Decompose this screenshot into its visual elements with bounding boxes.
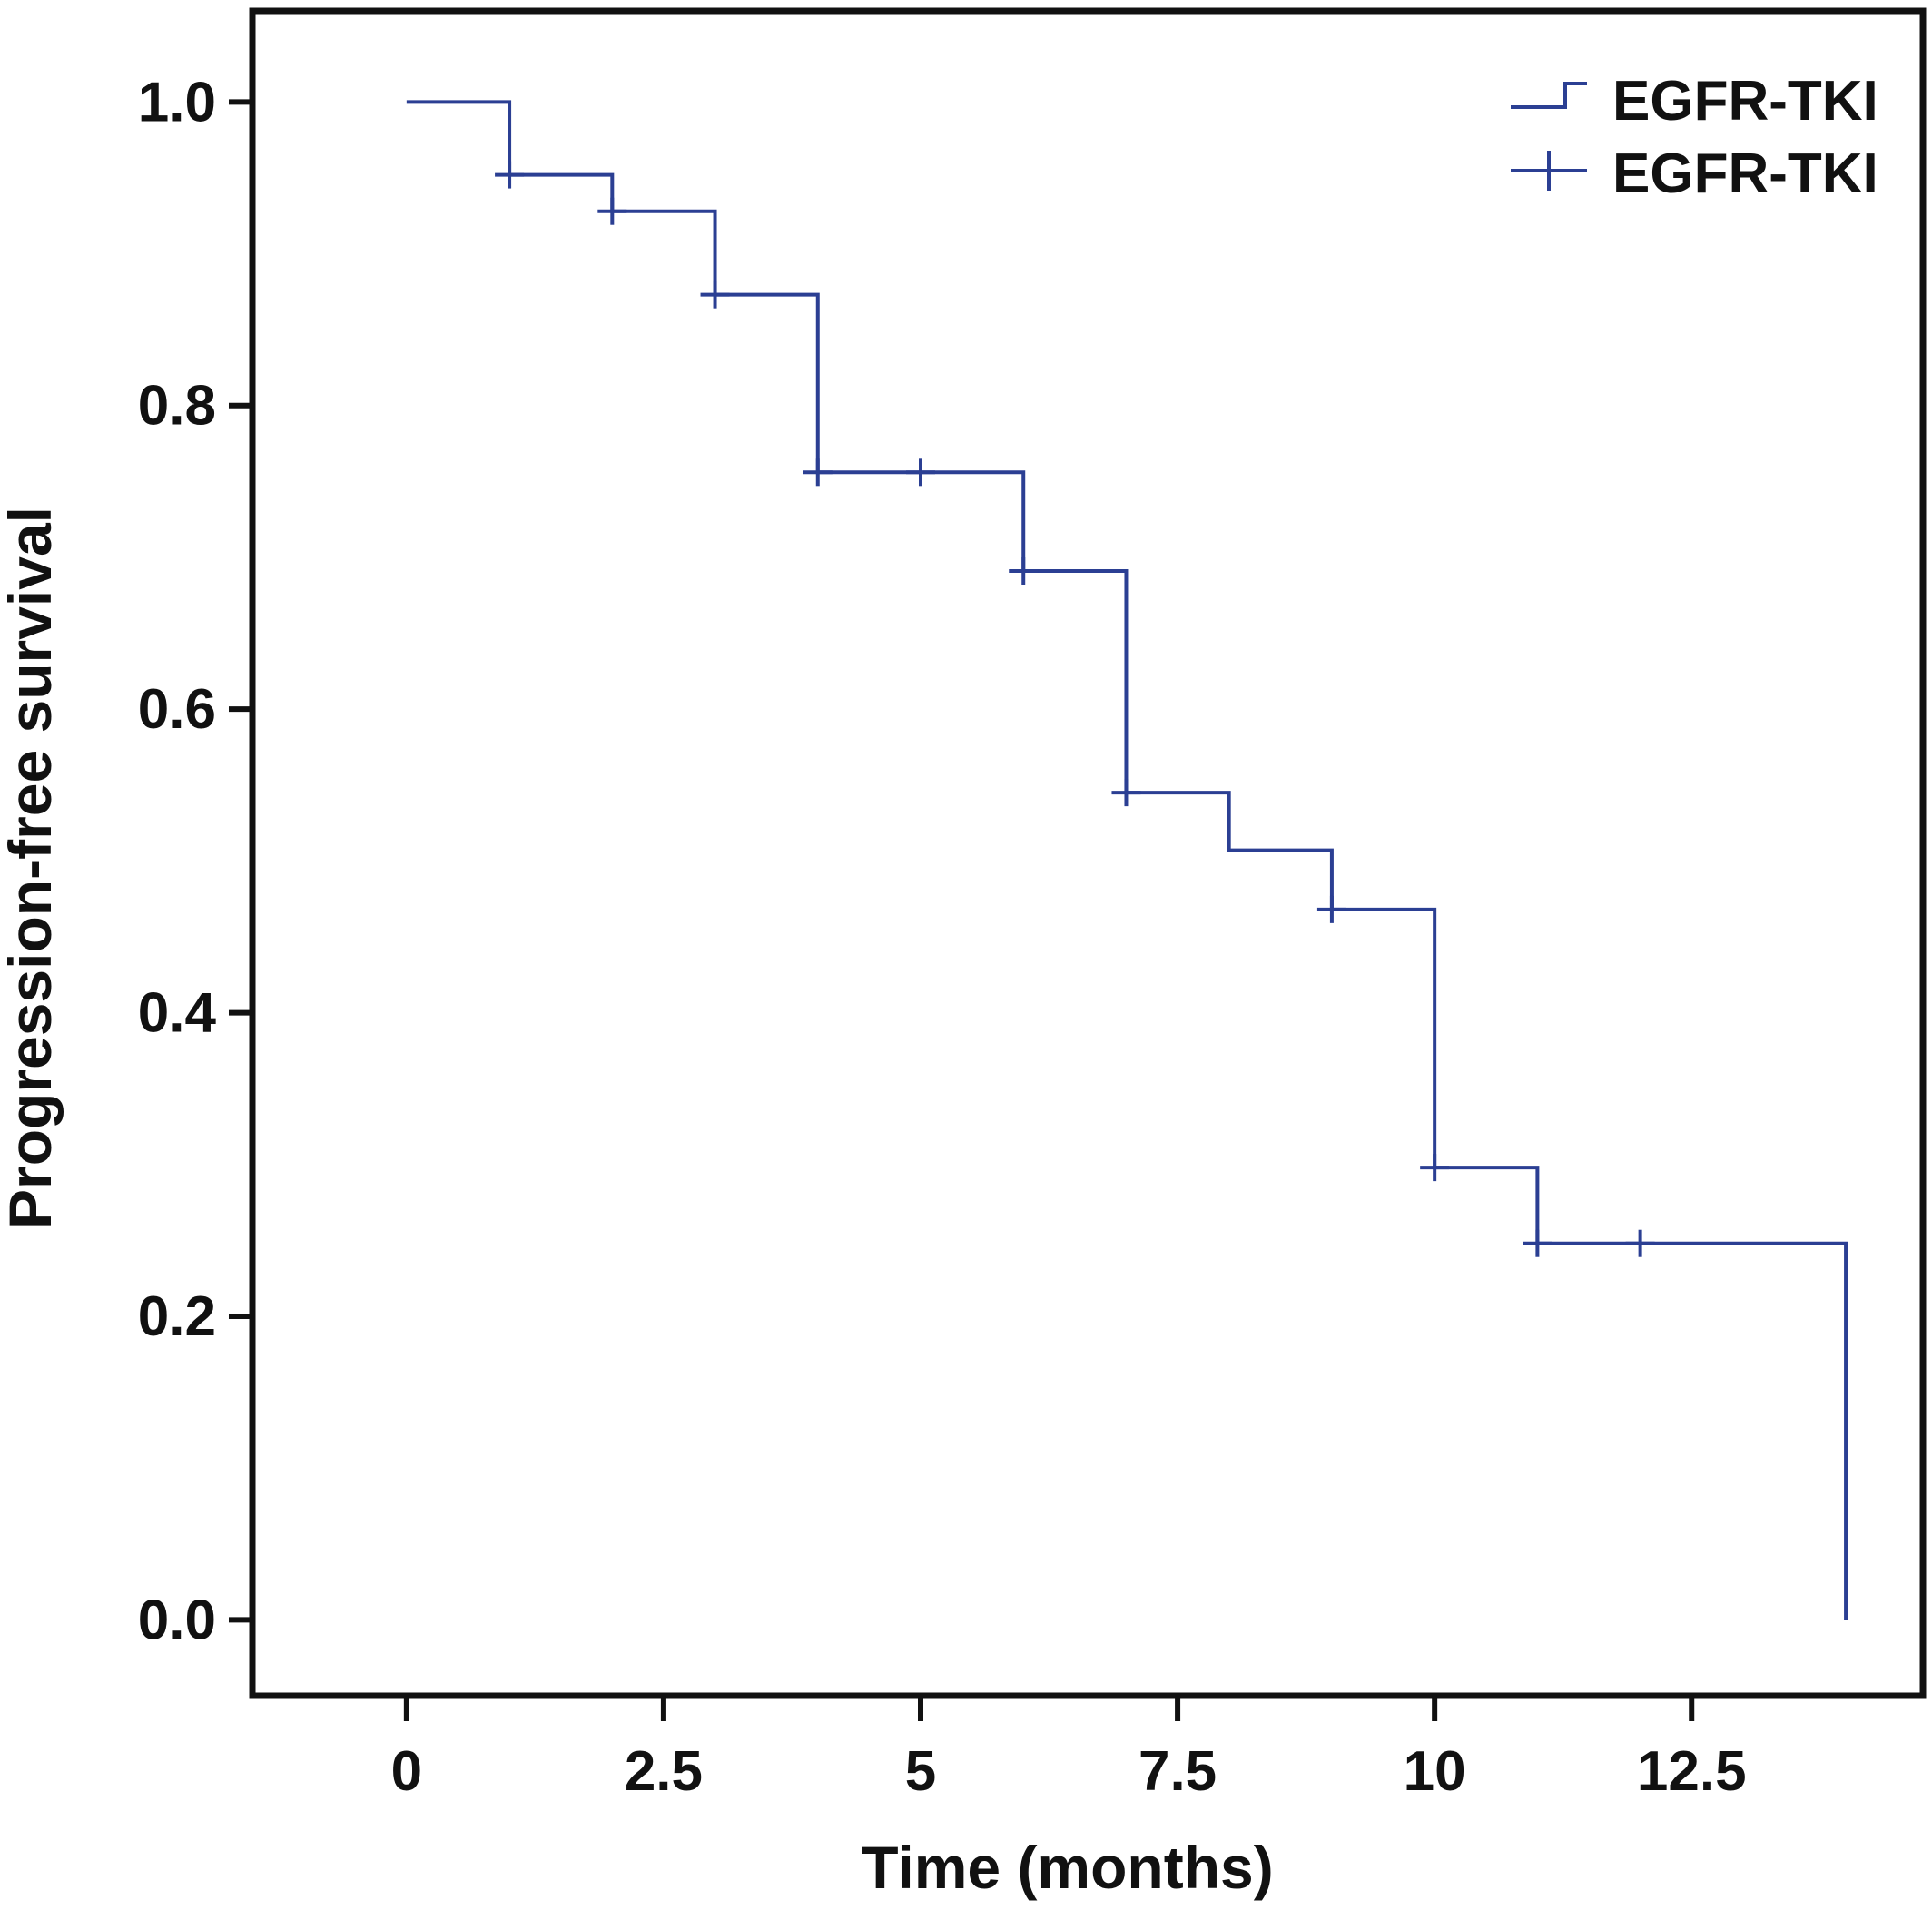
y-tick-label-1: 0.2 — [138, 1285, 216, 1348]
censor-mark-4 — [906, 458, 935, 487]
censor-mark-1 — [597, 197, 627, 225]
y-tick-label-5: 1.0 — [138, 71, 216, 133]
x-tick-label-4: 10 — [1404, 1740, 1466, 1803]
x-tick-label-2: 5 — [905, 1740, 936, 1803]
legend: EGFR-TKI EGFR-TKI — [1511, 70, 1878, 205]
legend-label-2: EGFR-TKI — [1612, 143, 1878, 205]
survival-step-line-0 — [406, 100, 1848, 1620]
y-axis-title: Progression-free survival — [0, 507, 64, 1229]
censor-mark-3 — [803, 458, 833, 487]
x-tick-label-1: 2.5 — [625, 1740, 703, 1803]
x-tick-label-5: 12.5 — [1637, 1740, 1747, 1803]
y-tick-label-4: 0.8 — [138, 375, 216, 438]
censor-mark-6 — [1111, 779, 1141, 807]
y-tick-label-0: 0.0 — [138, 1589, 216, 1651]
censor-mark-7 — [1316, 895, 1346, 923]
x-axis-title: Time (months) — [862, 1834, 1273, 1901]
censor-mark-0 — [495, 161, 525, 189]
series-layer — [406, 100, 1848, 1620]
y-tick-label-2: 0.4 — [138, 982, 217, 1045]
x-tick-label-3: 7.5 — [1138, 1740, 1217, 1803]
legend-label-1: EGFR-TKI — [1612, 70, 1878, 133]
censor-mark-10 — [1625, 1229, 1655, 1257]
plot-frame — [249, 7, 1927, 1699]
y-tick-label-3: 0.6 — [138, 678, 216, 741]
y-axis: 0.0 0.2 0.4 0.6 0.8 1.0 — [138, 71, 252, 1651]
legend-step-symbol — [1511, 82, 1587, 109]
censor-mark-2 — [700, 281, 730, 309]
censor-mark-5 — [1009, 556, 1039, 585]
censor-mark-8 — [1420, 1154, 1450, 1182]
x-tick-label-0: 0 — [391, 1740, 422, 1803]
x-axis: 0 2.5 5 7.5 10 12.5 — [391, 1696, 1747, 1803]
censor-mark-9 — [1523, 1229, 1552, 1257]
